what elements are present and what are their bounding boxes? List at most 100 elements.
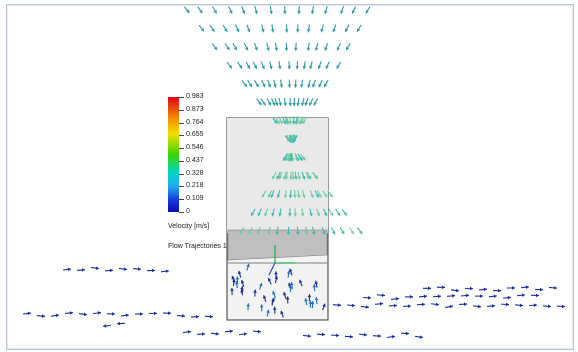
velocity-arrowhead — [477, 304, 481, 309]
velocity-arrowhead — [215, 331, 219, 336]
legend-tick — [179, 160, 184, 162]
velocity-arrowhead — [287, 84, 292, 88]
velocity-arrowhead — [237, 270, 242, 275]
velocity-arrowhead — [395, 297, 399, 301]
viewport[interactable]: 0.983 0.873 0.764 0.655 0.546 0.437 0.328 0.218… — [6, 4, 574, 350]
velocity-arrowhead — [228, 64, 232, 69]
velocity-arrowhead — [505, 302, 509, 307]
legend-tick — [179, 97, 184, 98]
velocity-arrowhead — [409, 295, 413, 299]
velocity-arrowhead — [320, 28, 324, 33]
velocity-arrowhead — [27, 311, 31, 316]
velocity-arrowhead — [294, 176, 298, 180]
velocity-arrowhead — [363, 332, 367, 337]
velocity-arrowhead — [312, 231, 316, 235]
velocity-arrowhead — [278, 175, 283, 180]
velocity-arrowhead — [285, 157, 290, 161]
velocity-arrowhead — [313, 175, 318, 179]
velocity-arrowhead — [243, 332, 247, 336]
legend-tick — [179, 109, 184, 111]
legend-tick-label: 0.655 — [186, 131, 204, 139]
velocity-arrowhead — [224, 28, 228, 32]
velocity-arrowhead — [493, 294, 497, 299]
velocity-arrowhead — [258, 101, 262, 106]
velocity-arrowhead — [272, 175, 276, 180]
velocity-arrowhead — [455, 288, 459, 293]
velocity-arrowhead — [308, 175, 312, 180]
velocity-arrowhead — [317, 65, 322, 69]
velocity-arrowhead — [213, 46, 218, 50]
velocity-arrowhead — [288, 268, 293, 273]
velocity-arrowhead — [255, 83, 259, 88]
velocity-arrowhead — [435, 302, 439, 307]
velocity-arrowhead — [246, 28, 251, 33]
velocity-arrowhead — [322, 231, 326, 235]
velocity-arrowhead — [318, 83, 322, 88]
velocity-arrowhead — [306, 29, 311, 33]
velocity-arrowhead — [288, 102, 293, 106]
velocity-arrowhead — [533, 303, 537, 307]
velocity-arrowhead — [296, 194, 301, 198]
velocity-arrowhead — [259, 304, 264, 308]
velocity-arrowhead — [123, 267, 127, 271]
velocity-arrowhead — [267, 83, 272, 88]
velocity-arrowhead — [304, 298, 308, 302]
legend-tick-label: 0.546 — [186, 144, 204, 152]
velocity-arrowhead — [283, 176, 287, 180]
velocity-arrowhead — [302, 156, 306, 161]
velocity-arrowhead — [336, 46, 340, 51]
velocity-arrowhead — [377, 334, 381, 338]
velocity-arrowhead — [449, 304, 453, 309]
velocity-arrowhead — [293, 138, 297, 143]
velocity-arrowhead — [539, 287, 543, 292]
velocity-arrowhead — [235, 276, 240, 280]
velocity-arrowhead — [279, 84, 284, 88]
velocity-arrowhead — [316, 212, 321, 217]
velocity-arrowhead — [266, 309, 270, 313]
velocity-arrowhead — [67, 267, 71, 272]
velocity-arrowhead — [259, 282, 263, 287]
velocity-arrowhead — [350, 230, 354, 235]
velocity-arrowhead — [270, 29, 275, 33]
velocity-arrowhead — [278, 213, 282, 217]
velocity-arrowhead — [340, 10, 344, 14]
legend-tick — [179, 122, 184, 124]
velocity-arrowhead — [261, 193, 266, 198]
velocity-arrowhead — [329, 212, 333, 216]
flow-scene — [22, 5, 566, 339]
velocity-arrowhead — [257, 329, 261, 334]
velocity-arrowhead — [186, 9, 190, 14]
velocity-arrowhead — [276, 194, 281, 198]
velocity-arrowhead — [167, 311, 171, 315]
velocity-arrowhead — [276, 175, 280, 180]
velocity-arrowhead — [351, 303, 355, 308]
velocity-arrowhead — [290, 282, 294, 286]
velocity-arrowhead — [314, 297, 319, 301]
velocity-arrowhead — [201, 332, 205, 336]
velocity-arrowhead — [323, 212, 328, 217]
velocity-arrowhead — [165, 269, 169, 274]
velocity-arrowhead — [307, 334, 311, 338]
velocity-arrowhead — [213, 9, 217, 14]
velocity-arrowhead — [421, 302, 425, 307]
velocity-arrowhead — [253, 289, 257, 293]
velocity-arrowhead — [153, 311, 157, 316]
velocity-arrowhead — [286, 231, 291, 235]
velocity-arrowhead — [309, 102, 313, 106]
velocity-arrowhead — [69, 311, 73, 315]
velocity-arrowhead — [278, 102, 282, 106]
velocity-arrowhead — [256, 231, 261, 235]
velocity-arrowhead — [289, 176, 293, 180]
velocity-arrowhead — [288, 194, 293, 198]
velocity-arrowhead — [288, 282, 292, 287]
velocity-arrowhead — [287, 66, 292, 70]
velocity-arrowhead — [358, 230, 363, 234]
velocity-arrowhead — [199, 9, 203, 14]
velocity-arrowhead — [240, 286, 244, 290]
velocity-arrowhead — [295, 231, 300, 235]
legend-tick-label: 0.983 — [186, 93, 204, 100]
velocity-arrowhead — [285, 296, 290, 300]
velocity-arrowhead — [547, 304, 551, 309]
velocity-arrowhead — [324, 47, 328, 51]
velocity-arrowhead — [423, 294, 427, 299]
